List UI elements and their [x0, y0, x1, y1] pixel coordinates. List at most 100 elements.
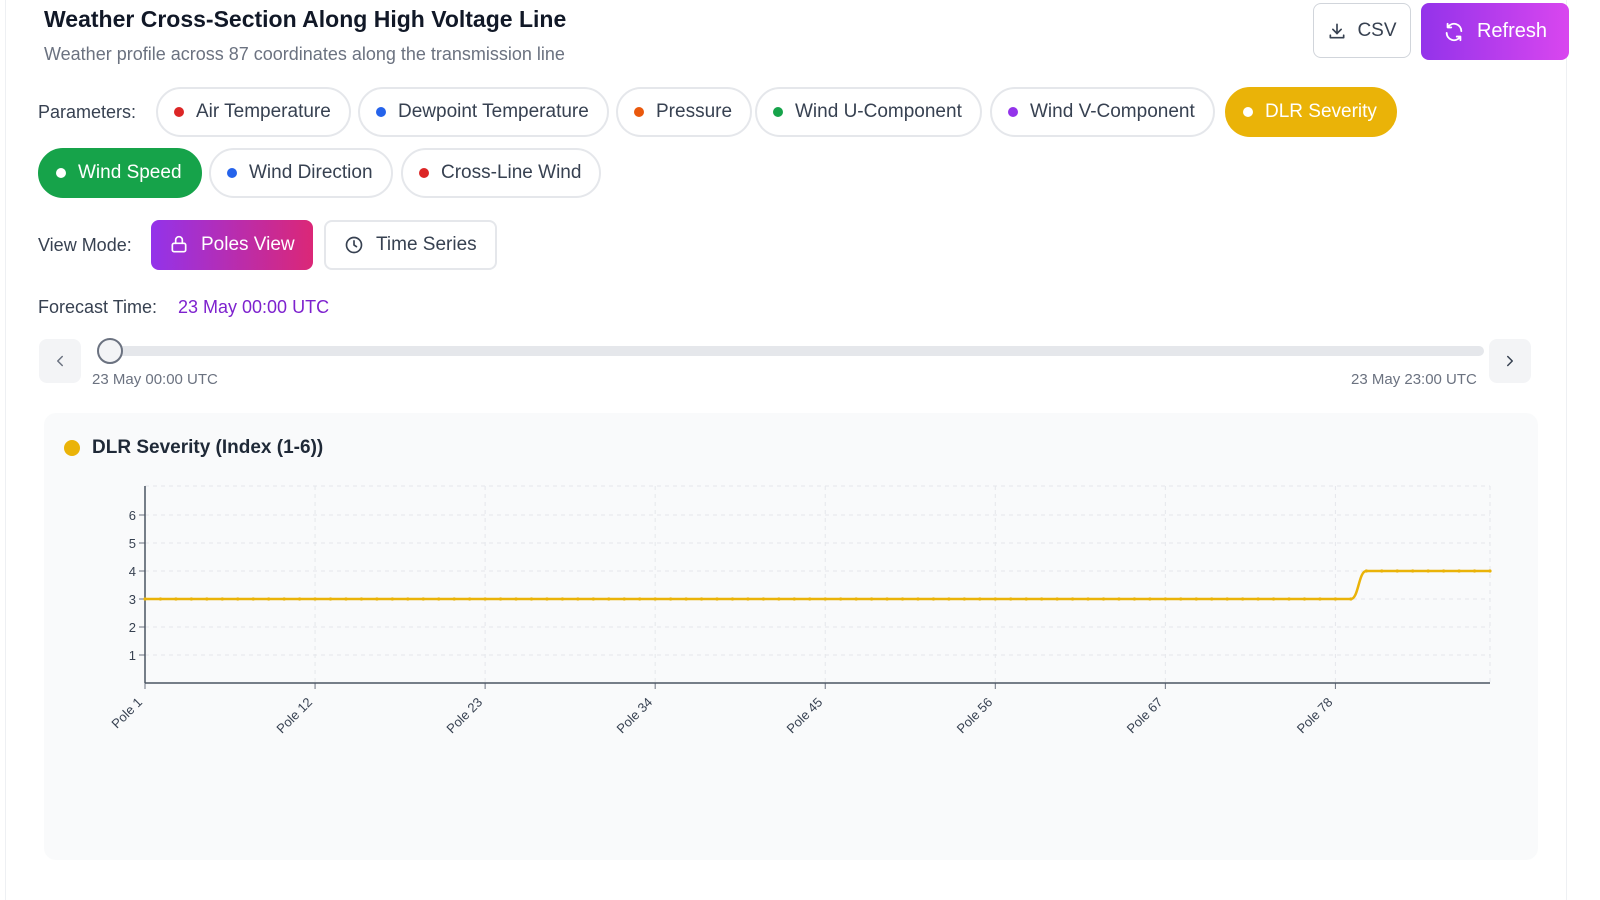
data-point [792, 597, 796, 601]
data-point [1411, 569, 1415, 573]
data-point [174, 597, 178, 601]
refresh-button-label: Refresh [1476, 20, 1548, 42]
data-point [1225, 597, 1229, 601]
y-tick-label: 2 [129, 620, 136, 635]
data-point [808, 597, 812, 601]
param-wind-u-component[interactable]: Wind U-Component [755, 87, 982, 137]
param-pressure[interactable]: Pressure [616, 87, 753, 137]
csv-download-button[interactable]: CSV [1313, 3, 1411, 58]
data-point [1163, 597, 1167, 601]
data-point [1194, 597, 1198, 601]
data-point [1132, 597, 1137, 601]
data-point [1241, 597, 1245, 601]
data-point [1380, 569, 1384, 573]
data-point [622, 597, 626, 601]
data-point [607, 597, 611, 601]
series-line-dlr-severity [145, 569, 1490, 601]
chart-title: DLR Severity (Index (1-6)) [92, 437, 324, 458]
data-point [143, 597, 147, 601]
data-point [359, 597, 364, 601]
data-point [900, 597, 905, 601]
forecast-time-slider[interactable] [98, 346, 1484, 356]
previous-time-button[interactable] [39, 339, 81, 383]
header: Weather Cross-Section Along High Voltage… [44, 2, 1569, 64]
data-point [1302, 597, 1307, 601]
x-tick-label: Pole 56 [954, 695, 996, 737]
data-point [993, 597, 997, 601]
slider-start-label: 23 May 00:00 UTC [92, 371, 218, 388]
data-point [1009, 597, 1013, 601]
dlr-severity-dot [1243, 107, 1253, 117]
chart-legend: DLR Severity (Index (1-6)) [64, 437, 323, 459]
data-point [947, 597, 951, 601]
x-tick-label: Pole 1 [108, 695, 145, 732]
data-point [1210, 597, 1214, 601]
data-point [978, 597, 982, 601]
data-point [483, 597, 487, 601]
next-time-button[interactable] [1489, 339, 1531, 383]
refresh-button[interactable]: Refresh [1421, 3, 1569, 60]
data-point [1117, 597, 1121, 601]
forecast-time-value: 23 May 00:00 UTC [178, 297, 330, 317]
data-point [870, 597, 874, 601]
pressure-dot [634, 107, 644, 117]
slider-thumb[interactable] [97, 338, 123, 364]
data-point [962, 597, 966, 601]
param-wind-direction[interactable]: Wind Direction [209, 148, 393, 198]
dewpoint-temperature-dot [376, 107, 386, 117]
cross-line-wind-dot [419, 168, 429, 178]
wind-direction-dot [227, 168, 237, 178]
param-wind-speed[interactable]: Wind Speed [38, 148, 202, 198]
data-point [498, 597, 503, 601]
data-point [344, 597, 348, 601]
data-point [529, 597, 534, 601]
data-point [1457, 569, 1461, 573]
param-label: Wind Direction [249, 162, 373, 183]
view-mode-label: View Mode: [38, 235, 132, 255]
param-label: Air Temperature [196, 101, 331, 122]
data-point [885, 597, 889, 601]
data-point [189, 597, 193, 601]
data-point [1070, 597, 1075, 601]
wind-u-component-dot [773, 107, 783, 117]
parameters-label: Parameters: [38, 102, 137, 122]
forecast-time-label: Forecast Time: [38, 297, 158, 317]
page-subtitle: Weather profile across 87 coordinates al… [44, 44, 565, 64]
page-title: Weather Cross-Section Along High Voltage… [44, 6, 567, 32]
data-point [699, 597, 704, 601]
csv-button-label: CSV [1357, 19, 1397, 41]
data-point [823, 597, 827, 601]
data-point [328, 597, 333, 601]
data-point [669, 597, 673, 601]
pole-icon [171, 235, 187, 253]
param-dewpoint-temperature[interactable]: Dewpoint Temperature [358, 87, 609, 137]
data-point [1488, 569, 1492, 573]
poles-view-button[interactable]: Poles View [151, 220, 313, 270]
param-dlr-severity[interactable]: DLR Severity [1225, 87, 1397, 137]
legend-dot [64, 440, 80, 456]
data-point [205, 597, 209, 601]
dlr-severity-chart: 1 2 3 4 5 6 Pole 1 Pole 12 Pole 23 Pole 34 Pole 45… [108, 485, 1492, 737]
wind-speed-dot [56, 168, 66, 178]
data-point [1101, 597, 1106, 601]
data-point [1256, 597, 1260, 601]
data-point [406, 597, 410, 601]
data-point [313, 597, 317, 601]
time-series-button[interactable]: Time Series [324, 220, 497, 270]
data-point [1287, 597, 1291, 601]
data-point [684, 597, 688, 601]
param-cross-line-wind[interactable]: Cross-Line Wind [401, 148, 602, 198]
data-point [297, 597, 302, 601]
param-air-temperature[interactable]: Air Temperature [156, 87, 351, 137]
param-label: Cross-Line Wind [441, 162, 582, 183]
param-label: Wind V-Component [1030, 101, 1195, 122]
x-tick-label: Pole 34 [614, 695, 656, 737]
data-point [730, 597, 735, 601]
data-point [220, 597, 224, 601]
data-point [421, 597, 425, 601]
param-wind-v-component[interactable]: Wind V-Component [990, 87, 1215, 137]
data-point [761, 597, 765, 601]
data-point [1055, 597, 1059, 601]
data-point [931, 597, 936, 601]
data-point [746, 597, 750, 601]
